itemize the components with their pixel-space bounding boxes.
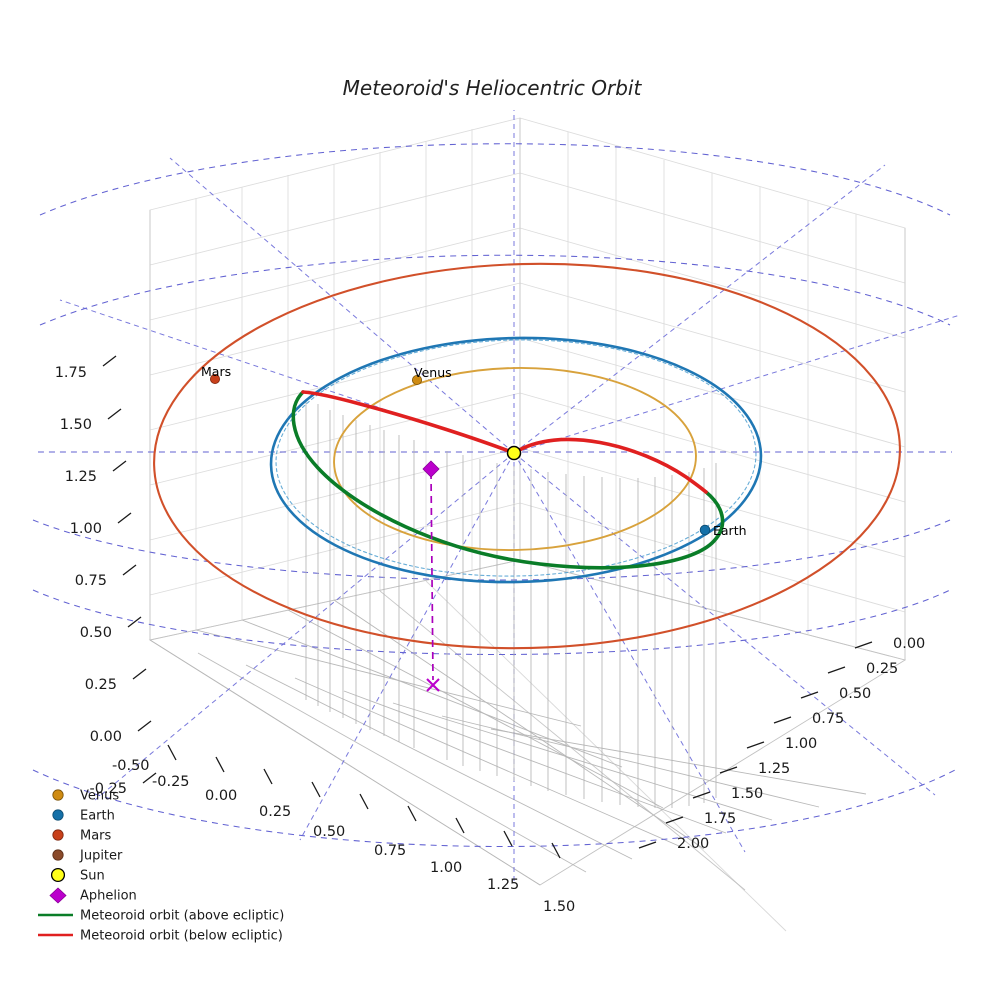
venus-label: Venus [414,365,452,380]
legend-label-earth: Earth [80,809,115,824]
y-tick-8: -0.25 [89,781,127,797]
y-axis-labels: 1.75 1.50 1.25 1.00 0.75 0.50 0.25 0.00 … [55,365,127,797]
x-tick-4: 0.50 [313,824,345,840]
x-tick-1: -0.25 [152,774,190,790]
z-axis-labels: 0.00 0.25 0.50 0.75 1.00 1.25 1.50 1.75 … [677,636,925,852]
aphelion-ground-x-icon [426,678,440,692]
legend-venus-circle-icon [52,789,64,801]
venus-marker [411,374,422,385]
legend-label-aphelion: Aphelion [80,889,137,904]
legend-label-mars: Mars [80,829,112,844]
y-tick-2: 1.25 [65,469,97,485]
mars-marker [209,373,220,384]
legend-jupiter-circle-icon [52,849,64,861]
z-tick-2: 0.50 [839,686,871,702]
mars-label: Mars [201,364,231,379]
legend-item-venus[interactable]: Venus [52,789,120,804]
legend: Venus Earth Mars Jupiter Sun Aphelion Me… [38,789,284,944]
box-edges [149,118,906,660]
legend-item-mars[interactable]: Mars [52,829,112,844]
grid-panes [148,117,907,932]
y-tick-3: 1.00 [70,521,102,537]
pane-back-right [519,117,906,661]
legend-label-jupiter: Jupiter [79,849,123,864]
z-tick-6: 1.50 [731,786,763,802]
z-axis-tickmarks [638,641,873,849]
sun-marker [506,445,522,461]
legend-label-sun: Sun [80,869,105,884]
z-tick-8: 2.00 [677,836,709,852]
legend-sun-circle-icon [50,867,66,883]
mars-orbit-ellipse [153,262,901,650]
page-title: Meteoroid's Heliocentric Orbit [343,76,643,100]
legend-mars-circle-icon [52,829,64,841]
y-tick-1: 1.50 [60,417,92,433]
y-tick-0: 1.75 [55,365,87,381]
y-tick-7: 0.00 [90,729,122,745]
z-tick-1: 0.25 [866,661,898,677]
y-tick-6: 0.25 [85,677,117,693]
x-tick-3: 0.25 [259,804,291,820]
y-tick-5: 0.50 [80,625,112,641]
earth-orbit-dotted-overlay [275,339,757,577]
meteoroid-orbit [291,390,725,570]
y-axis-tickmarks [102,355,157,784]
legend-label-venus: Venus [80,789,119,804]
x-tick-7: 1.25 [487,877,519,893]
legend-label-meteoroid-above: Meteoroid orbit (above ecliptic) [80,909,284,924]
z-tick-7: 1.75 [704,811,736,827]
planetary-orbits [153,262,901,650]
ecliptic-reference-lines [32,110,961,885]
legend-item-meteoroid-above[interactable]: Meteoroid orbit (above ecliptic) [38,909,284,924]
legend-item-aphelion[interactable]: Aphelion [49,887,137,904]
x-tick-2: 0.00 [205,788,237,804]
legend-item-meteoroid-below[interactable]: Meteoroid orbit (below ecliptic) [38,929,283,944]
z-tick-0: 0.00 [893,636,925,652]
legend-item-earth[interactable]: Earth [52,809,115,824]
orbit-projection-stems [305,399,717,808]
aphelion-dropline [430,471,434,681]
x-axis-labels: -0.50 -0.25 0.00 0.25 0.50 0.75 1.00 1.2… [112,758,575,915]
z-tick-3: 0.75 [812,711,844,727]
legend-item-jupiter[interactable]: Jupiter [52,849,123,864]
x-tick-6: 1.00 [430,860,462,876]
meteoroid-orbit-below-ecliptic [301,390,708,494]
venus-orbit-ellipse [333,366,697,552]
earth-label: Earth [713,523,747,538]
earth-orbit-ellipse [269,336,763,584]
legend-label-meteoroid-below: Meteoroid orbit (below ecliptic) [80,929,283,944]
y-tick-4: 0.75 [75,573,107,589]
planet-markers: Mars Venus Earth [201,364,747,538]
meteoroid-orbit-above-ecliptic [291,390,725,570]
z-tick-4: 1.00 [785,736,817,752]
x-axis-tickmarks [167,744,561,859]
aphelion-diamond-marker [422,460,440,478]
legend-item-sun[interactable]: Sun [50,867,105,884]
x-tick-0: -0.50 [112,758,150,774]
legend-earth-circle-icon [52,809,64,821]
z-tick-5: 1.25 [758,761,790,777]
legend-aphelion-diamond-icon [49,887,67,904]
x-tick-5: 0.75 [374,843,406,859]
axis-ticks [102,355,873,859]
aphelion-group [422,460,440,692]
earth-marker [699,524,711,536]
x-tick-8: 1.50 [543,899,575,915]
